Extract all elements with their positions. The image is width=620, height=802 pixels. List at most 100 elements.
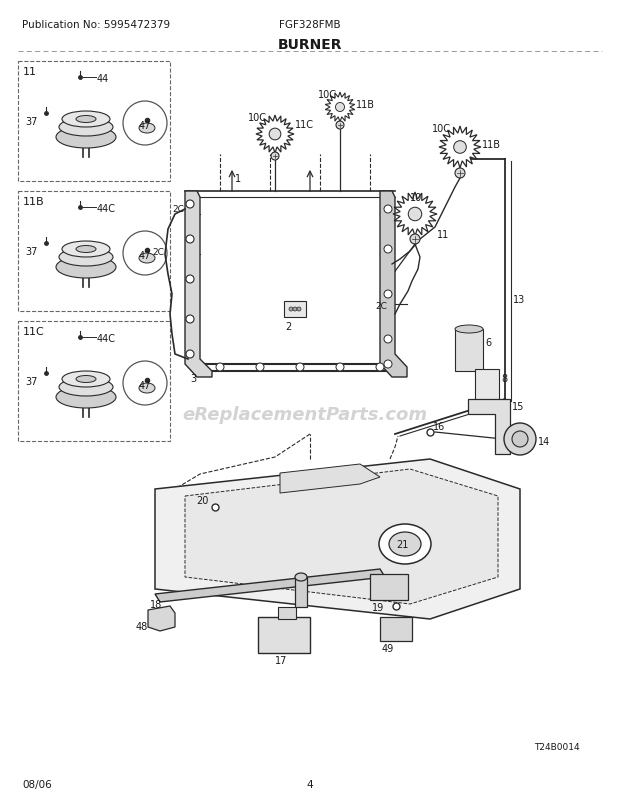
- Circle shape: [186, 200, 194, 209]
- Text: T24B0014: T24B0014: [534, 742, 580, 751]
- Text: 44: 44: [97, 74, 109, 84]
- Text: 08/06: 08/06: [22, 779, 51, 789]
- Ellipse shape: [62, 111, 110, 128]
- Text: 11B: 11B: [23, 196, 45, 207]
- Text: Publication No: 5995472379: Publication No: 5995472379: [22, 20, 170, 30]
- Circle shape: [384, 335, 392, 343]
- Bar: [284, 302, 306, 318]
- Circle shape: [384, 206, 392, 214]
- Circle shape: [123, 102, 167, 146]
- Text: 6: 6: [485, 338, 491, 347]
- Text: 10C: 10C: [318, 90, 337, 100]
- Circle shape: [410, 235, 420, 245]
- Circle shape: [186, 350, 194, 358]
- Ellipse shape: [56, 387, 116, 408]
- Bar: [295, 577, 307, 607]
- Circle shape: [384, 245, 392, 253]
- Ellipse shape: [76, 116, 96, 124]
- Bar: [258, 618, 310, 653]
- Circle shape: [256, 363, 264, 371]
- Text: BURNER: BURNER: [278, 38, 342, 52]
- Ellipse shape: [455, 326, 483, 334]
- Ellipse shape: [59, 379, 113, 396]
- Ellipse shape: [62, 371, 110, 387]
- Circle shape: [376, 363, 384, 371]
- Ellipse shape: [59, 119, 113, 137]
- Ellipse shape: [295, 573, 307, 581]
- Circle shape: [336, 363, 344, 371]
- Text: 19: 19: [372, 602, 384, 612]
- Circle shape: [512, 431, 528, 448]
- Circle shape: [289, 308, 293, 312]
- Polygon shape: [256, 115, 294, 154]
- Text: 47: 47: [139, 251, 151, 261]
- Polygon shape: [155, 569, 385, 602]
- Text: eReplacementParts.com: eReplacementParts.com: [182, 406, 428, 423]
- Text: 16: 16: [433, 422, 445, 431]
- Text: 20: 20: [196, 496, 208, 505]
- Polygon shape: [326, 93, 355, 123]
- Circle shape: [296, 363, 304, 371]
- Text: 17: 17: [275, 655, 288, 665]
- Circle shape: [293, 308, 297, 312]
- Circle shape: [271, 153, 279, 160]
- Polygon shape: [380, 192, 407, 378]
- Text: 11B: 11B: [356, 100, 375, 110]
- Ellipse shape: [139, 124, 155, 134]
- Ellipse shape: [76, 246, 96, 253]
- Circle shape: [123, 232, 167, 276]
- Ellipse shape: [62, 241, 110, 257]
- Circle shape: [335, 103, 345, 112]
- Text: 10C: 10C: [432, 124, 451, 134]
- Circle shape: [408, 208, 422, 221]
- Text: 37: 37: [25, 117, 37, 127]
- Circle shape: [123, 362, 167, 406]
- Text: 2C: 2C: [172, 205, 184, 214]
- Ellipse shape: [139, 383, 155, 394]
- Bar: [18, 62, 170, 182]
- Polygon shape: [280, 464, 380, 493]
- Text: 3: 3: [190, 374, 196, 383]
- Circle shape: [186, 276, 194, 284]
- Text: 47: 47: [139, 121, 151, 131]
- Polygon shape: [468, 399, 510, 455]
- Circle shape: [186, 316, 194, 323]
- Text: 11C: 11C: [295, 119, 314, 130]
- Circle shape: [297, 308, 301, 312]
- Text: 44C: 44C: [97, 204, 116, 214]
- Circle shape: [455, 168, 465, 179]
- Circle shape: [269, 129, 281, 140]
- Text: 4: 4: [307, 779, 313, 789]
- Bar: [18, 322, 170, 441]
- Ellipse shape: [56, 257, 116, 278]
- Text: 11C: 11C: [23, 326, 45, 337]
- Text: 10C: 10C: [248, 113, 267, 123]
- Text: 49: 49: [382, 643, 394, 653]
- Ellipse shape: [379, 525, 431, 565]
- Polygon shape: [155, 460, 520, 619]
- Polygon shape: [393, 192, 437, 237]
- Text: 18: 18: [150, 599, 162, 610]
- Text: 11B: 11B: [482, 140, 501, 150]
- Ellipse shape: [139, 253, 155, 264]
- Bar: [380, 618, 412, 642]
- Bar: [278, 607, 296, 619]
- Polygon shape: [148, 606, 175, 631]
- Polygon shape: [185, 192, 212, 378]
- Text: 2: 2: [285, 322, 291, 331]
- Circle shape: [336, 122, 344, 130]
- Text: 44C: 44C: [97, 334, 116, 343]
- Circle shape: [504, 423, 536, 456]
- Bar: [18, 192, 170, 312]
- Text: 11: 11: [437, 229, 450, 240]
- Ellipse shape: [76, 376, 96, 383]
- Circle shape: [186, 236, 194, 244]
- Text: 15: 15: [512, 402, 525, 411]
- Bar: [455, 330, 483, 371]
- Circle shape: [216, 363, 224, 371]
- Text: 2C: 2C: [152, 248, 164, 257]
- Ellipse shape: [56, 127, 116, 149]
- Polygon shape: [439, 127, 481, 168]
- Text: 10: 10: [410, 192, 422, 203]
- Polygon shape: [185, 469, 498, 604]
